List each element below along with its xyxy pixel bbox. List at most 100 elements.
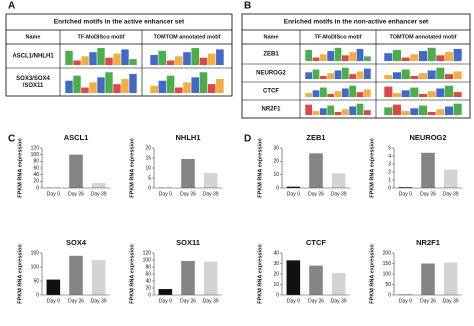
motif-logo-letter [150, 54, 158, 65]
x-tick-label: Day 39 [203, 191, 219, 197]
motif-logo-letter [207, 84, 216, 93]
motif-logo-letter [363, 68, 371, 79]
motif-logo-letter [73, 60, 81, 65]
motif-logo-letter [401, 57, 410, 61]
x-tick-label: Day 26 [68, 298, 84, 304]
motif-logo-letter [410, 76, 419, 79]
motif-logo-letter [121, 49, 129, 65]
y-tick-label: 5 [148, 175, 151, 181]
motif-logo-letter [305, 72, 313, 79]
y-tick-label: 4 [388, 153, 391, 159]
y-tick-label: 60 [33, 165, 39, 171]
motif-logo-letter [113, 53, 121, 65]
motif-logo-letter [121, 79, 129, 93]
panel-label: A [8, 1, 15, 12]
bar [331, 272, 346, 295]
y-tick-label: 0 [388, 185, 391, 191]
x-tick-label: Day 0 [47, 298, 60, 304]
x-tick-label: Day 39 [91, 298, 107, 304]
motif-logo-letter [356, 48, 364, 61]
motif-logo-letter [113, 84, 121, 93]
row-name: CTCF [263, 89, 279, 95]
motif-logo-letter [334, 47, 342, 61]
motif-logo-letter [427, 112, 436, 115]
x-tick-label: Day 26 [420, 191, 436, 197]
motif-logo-letter [410, 87, 419, 97]
row-name: ZEB1 [263, 52, 279, 58]
motif-logo-letter [392, 104, 402, 115]
y-axis-label: FPKM RNA expression [17, 138, 23, 198]
motif-logo-letter [97, 77, 105, 93]
bar [286, 260, 301, 295]
motif-logo-letter [174, 56, 183, 65]
y-tick-label: 0 [36, 292, 39, 298]
x-tick-label: Day 26 [180, 191, 196, 197]
bar [203, 173, 218, 188]
motif-logo-letter [319, 87, 327, 97]
bar [69, 255, 83, 295]
y-tick-label: 100 [143, 257, 152, 263]
column-header: Name [264, 34, 279, 40]
motif-logo-letter [158, 50, 167, 65]
y-tick-label: 15 [145, 155, 151, 161]
motif-logo-letter [444, 85, 454, 97]
motif-logo-letter [312, 69, 320, 79]
motif-logo-letter [166, 60, 175, 65]
column-header: TOMTOM annotated motif [389, 34, 456, 40]
motif-logo-letter [401, 69, 410, 79]
x-tick-label: Day 0 [47, 191, 60, 197]
motif-logo-letter [356, 103, 364, 115]
column-header: TF-MoDISco motif [77, 34, 124, 40]
motif-logo-letter [453, 92, 462, 97]
x-tick-label: Day 39 [91, 191, 107, 197]
y-tick-label: 200 [383, 250, 392, 256]
x-tick-label: Day 26 [420, 298, 436, 304]
y-tick-label: 30 [273, 145, 279, 151]
y-tick-label: 10 [273, 282, 279, 288]
bar [46, 279, 61, 295]
motif-logo-letter [436, 109, 445, 115]
motif-logo-letter [427, 47, 436, 61]
row-name: SOX3/SOX4 [16, 76, 50, 82]
motif-logo-letter [341, 109, 349, 115]
y-tick-label: 40 [273, 250, 279, 256]
bar [443, 169, 458, 188]
motif-logo-letter [305, 49, 313, 61]
motif-logo-letter [207, 53, 216, 65]
motif-logo-letter [65, 50, 73, 65]
panel-label: C [8, 134, 15, 145]
bar [91, 260, 106, 295]
y-axis-label: FPKM RNA expression [17, 244, 23, 304]
bar [309, 265, 323, 295]
motif-logo-letter [392, 49, 402, 61]
y-tick-label: 0 [388, 292, 391, 298]
motif-logo-letter [183, 52, 191, 65]
bar [91, 183, 106, 188]
motif-logo-letter [305, 104, 313, 115]
bar [286, 186, 301, 188]
motif-logo-letter [436, 88, 445, 97]
y-tick-label: 10 [273, 172, 279, 178]
y-tick-label: 3 [388, 161, 391, 167]
motif-logo-letter [312, 90, 320, 97]
y-tick-label: 100 [383, 271, 392, 277]
bar [181, 261, 195, 295]
y-axis-label: FPKM RNA expression [257, 244, 263, 304]
motif-logo-letter [327, 73, 335, 79]
motif-logo-letter [65, 80, 73, 93]
motif-logo-letter [418, 51, 428, 61]
chart-title: ZEB1 [306, 133, 325, 142]
motif-logo-letter [356, 92, 364, 97]
x-tick-label: Day 0 [159, 191, 172, 197]
motif-logo-letter [166, 75, 175, 93]
column-header: TOMTOM annotated motif [153, 34, 220, 40]
motif-logo-letter [97, 48, 105, 65]
row-name: ASCL1/NHLH1 [12, 54, 54, 60]
y-tick-label: 50 [33, 278, 39, 284]
x-tick-label: Day 0 [159, 298, 172, 304]
motif-logo-letter [312, 57, 320, 61]
y-axis-label: FPKM RNA expression [369, 138, 375, 198]
x-tick-label: Day 0 [287, 298, 300, 304]
table-border [241, 13, 471, 119]
y-tick-label: 5 [388, 145, 391, 151]
